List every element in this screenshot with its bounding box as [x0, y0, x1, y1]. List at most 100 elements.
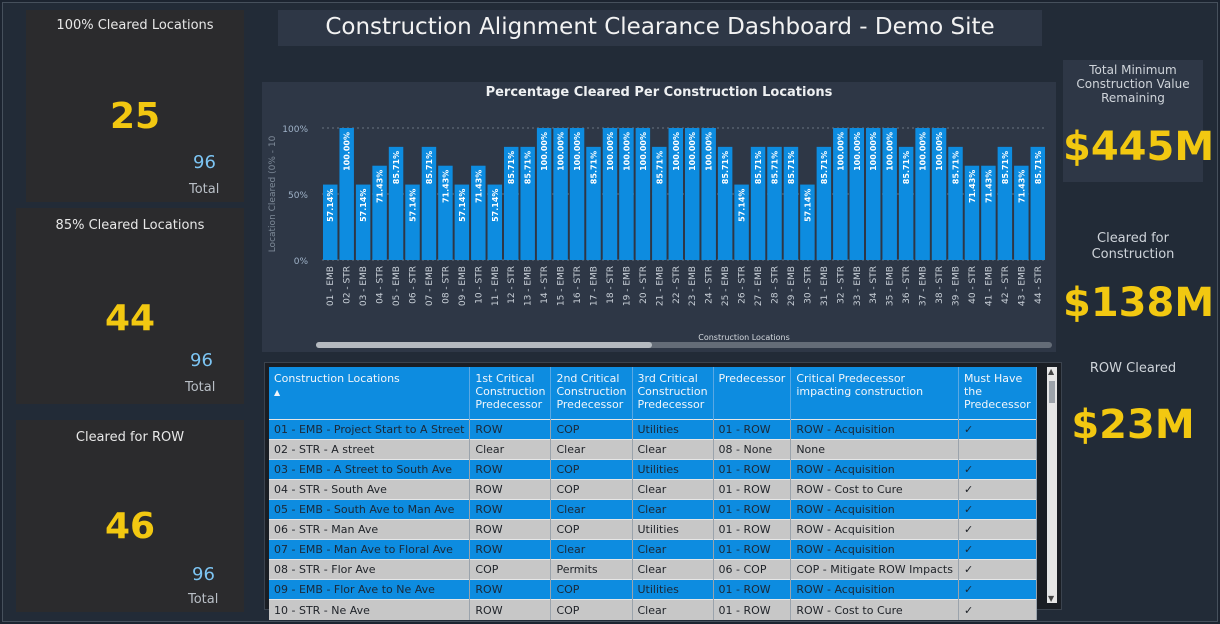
bar[interactable] — [619, 128, 634, 260]
table-row[interactable]: 05 - EMB - South Ave to Man Ave ROW Clear C… — [269, 498, 1037, 520]
data-label: 85.71% — [590, 151, 599, 184]
bar[interactable] — [997, 146, 1013, 260]
bar[interactable] — [454, 184, 470, 260]
bar[interactable] — [652, 146, 667, 260]
bar[interactable] — [1014, 165, 1029, 260]
scroll-up-icon[interactable]: ▲ — [1048, 367, 1055, 376]
card-value: $138M — [1063, 280, 1215, 326]
bar[interactable] — [602, 128, 618, 260]
x-tick-label: 35 - EMB — [886, 266, 896, 306]
cell-2nd-pred: Clear — [550, 498, 633, 520]
scroll-thumb[interactable] — [1049, 381, 1055, 403]
data-label: 85.71% — [1034, 151, 1043, 184]
table-row[interactable]: 10 - STR - Ne Ave ROW COP Clear 01 - ROW ROW … — [269, 599, 1037, 620]
bar[interactable] — [701, 128, 716, 260]
column-header-must-have[interactable]: Must Have the Predecessor — [958, 367, 1037, 419]
cell-3rd-pred: Utilities — [632, 579, 714, 600]
bar[interactable] — [322, 184, 338, 260]
kpi-total-label: Total — [189, 182, 220, 197]
bar[interactable] — [536, 128, 552, 260]
bar[interactable] — [405, 184, 420, 260]
bar[interactable] — [882, 128, 897, 260]
chart-scroll-thumb[interactable] — [316, 342, 652, 348]
data-label: 100.00% — [343, 132, 352, 171]
table-scrollbar[interactable]: ▲ ▼ — [1047, 367, 1057, 603]
bar[interactable] — [767, 146, 782, 260]
bar[interactable] — [635, 128, 651, 260]
cell-1st-pred: ROW — [469, 418, 552, 440]
cell-1st-pred: Clear — [469, 438, 552, 460]
bar[interactable] — [931, 128, 947, 260]
data-label: 57.14% — [458, 189, 467, 222]
data-label: 85.71% — [1001, 151, 1010, 184]
bar[interactable] — [898, 146, 914, 260]
cell-location: 10 - STR - Ne Ave — [269, 599, 471, 620]
bar[interactable] — [734, 184, 749, 260]
cell-2nd-pred: COP — [550, 579, 633, 600]
bar[interactable] — [816, 146, 832, 260]
card-value: $23M — [1071, 402, 1195, 448]
table-row[interactable]: 06 - STR - Man Ave ROW COP Utilities 01 - RO… — [269, 518, 1037, 540]
bar[interactable] — [800, 184, 815, 260]
table-row[interactable]: 04 - STR - South Ave ROW COP Clear 01 - ROW R… — [269, 478, 1037, 500]
kpi-card-row-cleared: ROW Cleared $23M — [1063, 360, 1203, 480]
bar[interactable] — [586, 146, 601, 260]
bar[interactable] — [833, 128, 848, 260]
bar[interactable] — [684, 128, 700, 260]
bar[interactable] — [421, 146, 437, 260]
bar[interactable] — [717, 146, 733, 260]
data-label: 100.00% — [688, 132, 697, 171]
column-header-1st-pred[interactable]: 1st Critical Construction Predecessor — [469, 367, 552, 419]
bar[interactable] — [438, 165, 453, 260]
predecessor-table: Construction Locations ▲ 1st Critical Con… — [269, 367, 1037, 620]
bar[interactable] — [471, 165, 486, 260]
cell-predecessor: 01 - ROW — [713, 498, 792, 520]
bar[interactable] — [372, 165, 387, 260]
table-row[interactable]: 01 - EMB - Project Start to A Street ROW C… — [269, 418, 1037, 440]
bar[interactable] — [569, 128, 585, 260]
table-row[interactable]: 08 - STR - Flor Ave COP Permits Clear 06 - C… — [269, 559, 1037, 580]
cell-critical-pred: COP - Mitigate ROW Impacts — [790, 559, 959, 580]
bar[interactable] — [915, 128, 930, 260]
bar[interactable] — [553, 128, 568, 260]
bar[interactable] — [865, 128, 881, 260]
data-label: 100.00% — [573, 132, 582, 171]
x-tick-label: 24 - STR — [705, 266, 715, 304]
table-row[interactable]: 07 - EMB - Man Ave to Floral Ave ROW Clear… — [269, 539, 1037, 560]
cell-3rd-pred: Clear — [632, 478, 714, 500]
bar[interactable] — [388, 146, 404, 260]
column-header-predecessor[interactable]: Predecessor — [713, 367, 792, 419]
column-header-3rd-pred[interactable]: 3rd Critical Construction Predecessor — [632, 367, 714, 419]
cell-must-have: ✓ — [958, 599, 1037, 620]
bar[interactable] — [849, 128, 865, 260]
bar[interactable] — [355, 184, 371, 260]
bar[interactable] — [339, 128, 354, 260]
column-header-critical-pred[interactable]: Critical Predecessor impacting construct… — [790, 367, 959, 419]
x-tick-label: 25 - EMB — [721, 266, 731, 306]
bar[interactable] — [487, 184, 503, 260]
data-label: 85.71% — [425, 151, 434, 184]
bar[interactable] — [503, 146, 519, 260]
bar[interactable] — [783, 146, 799, 260]
bar[interactable] — [981, 165, 996, 260]
cell-3rd-pred: Clear — [632, 539, 714, 560]
scroll-down-icon[interactable]: ▼ — [1048, 594, 1055, 603]
table-row[interactable]: 09 - EMB - Flor Ave to Ne Ave ROW COP Utili… — [269, 579, 1037, 600]
table-row[interactable]: 02 - STR - A street Clear Clear Clear 08 - N… — [269, 438, 1037, 460]
cell-1st-pred: ROW — [469, 478, 552, 500]
column-header-location[interactable]: Construction Locations ▲ — [269, 367, 471, 419]
bar[interactable] — [964, 165, 980, 260]
cell-location: 05 - EMB - South Ave to Man Ave — [269, 498, 471, 520]
data-label: 71.43% — [474, 170, 483, 203]
bar[interactable] — [520, 146, 535, 260]
bar[interactable] — [750, 146, 766, 260]
column-header-2nd-pred[interactable]: 2nd Critical Construction Predecessor — [550, 367, 633, 419]
bar[interactable] — [668, 128, 684, 260]
table-row[interactable]: 03 - EMB - A Street to South Ave ROW COP Ut… — [269, 458, 1037, 480]
x-tick-label: 01 - EMB — [326, 266, 336, 306]
x-tick-label: 44 - STR — [1034, 266, 1044, 304]
data-label: 71.43% — [1017, 170, 1026, 203]
bar[interactable] — [948, 146, 963, 260]
bar[interactable] — [1030, 146, 1046, 260]
cell-location: 03 - EMB - A Street to South Ave — [269, 458, 471, 480]
